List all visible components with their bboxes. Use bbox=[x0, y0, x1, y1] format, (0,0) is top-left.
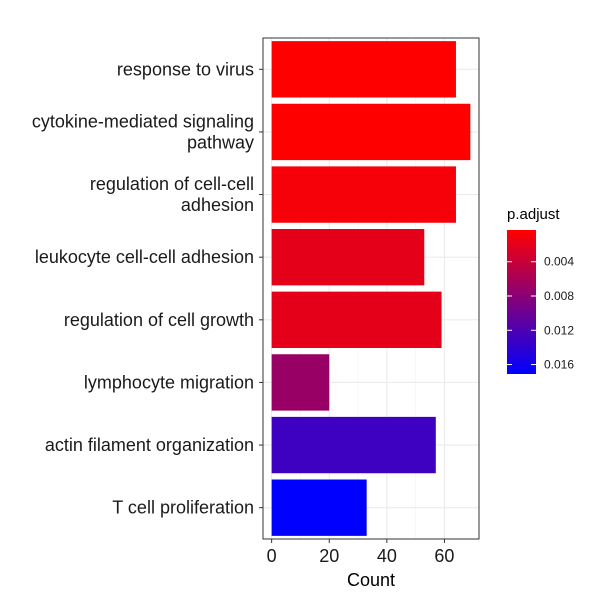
bar-regulation-of-cell-cell-adhesion bbox=[271, 166, 456, 223]
bar-actin-filament-organization bbox=[271, 416, 436, 474]
bar-regulation-of-cell-growth bbox=[271, 291, 442, 348]
category-label-line: pathway bbox=[187, 132, 254, 152]
bar-leukocyte-cell-cell-adhesion bbox=[271, 229, 425, 286]
bars bbox=[271, 41, 471, 536]
category-label-t-cell-proliferation: T cell proliferation bbox=[112, 498, 254, 518]
x-axis: 0 20 40 60 bbox=[267, 539, 454, 566]
category-label-line: response to virus bbox=[117, 59, 254, 79]
category-label-leukocyte-cell-cell-adhesion: leukocyte cell-cell adhesion bbox=[35, 247, 254, 267]
category-label-line: lymphocyte migration bbox=[84, 372, 254, 392]
category-label-actin-filament-organization: actin filament organization bbox=[45, 435, 254, 455]
category-label-lymphocyte-migration: lymphocyte migration bbox=[84, 372, 254, 392]
plot-border bbox=[262, 37, 480, 540]
colorbar-ticks: 0.004 0.008 0.012 0.016 bbox=[507, 255, 574, 372]
x-tick-label: 40 bbox=[377, 546, 397, 566]
colorbar-tick-label: 0.016 bbox=[544, 358, 574, 372]
x-axis-title: Count bbox=[347, 570, 395, 590]
category-label-line: adhesion bbox=[181, 195, 254, 215]
bar-cytokine-mediated-signaling-pathway bbox=[271, 103, 471, 161]
category-label-line: actin filament organization bbox=[45, 435, 254, 455]
x-tick-label: 60 bbox=[434, 546, 454, 566]
bar-response-to-virus bbox=[271, 41, 456, 98]
category-label-regulation-of-cell-cell-adhesion: regulation of cell-cell adhesion bbox=[90, 174, 254, 215]
bar-t-cell-proliferation bbox=[271, 479, 367, 536]
colorbar-tick-label: 0.012 bbox=[544, 323, 574, 337]
legend-title: p.adjust bbox=[507, 206, 560, 223]
x-tick-label: 0 bbox=[267, 546, 277, 566]
bar-lymphocyte-migration bbox=[271, 354, 330, 411]
category-label-regulation-of-cell-growth: regulation of cell growth bbox=[64, 310, 254, 330]
category-label-cytokine-mediated-signaling-pathway: cytokine-mediated signaling pathway bbox=[32, 111, 254, 152]
colorbar bbox=[507, 230, 536, 374]
colorbar-tick-label: 0.008 bbox=[544, 289, 574, 303]
category-label-line: regulation of cell growth bbox=[64, 310, 254, 330]
category-label-line: T cell proliferation bbox=[112, 498, 254, 518]
category-label-response-to-virus: response to virus bbox=[117, 59, 254, 79]
colorbar-tick-label: 0.004 bbox=[544, 255, 574, 269]
y-axis: response to virus cytokine-mediated signa… bbox=[32, 59, 263, 518]
legend: p.adjust 0.004 0.008 0.012 0.016 bbox=[507, 206, 574, 374]
category-label-line: cytokine-mediated signaling bbox=[32, 111, 254, 131]
x-tick-label: 20 bbox=[319, 546, 339, 566]
category-label-line: leukocyte cell-cell adhesion bbox=[35, 247, 254, 267]
category-label-line: regulation of cell-cell bbox=[90, 174, 254, 194]
